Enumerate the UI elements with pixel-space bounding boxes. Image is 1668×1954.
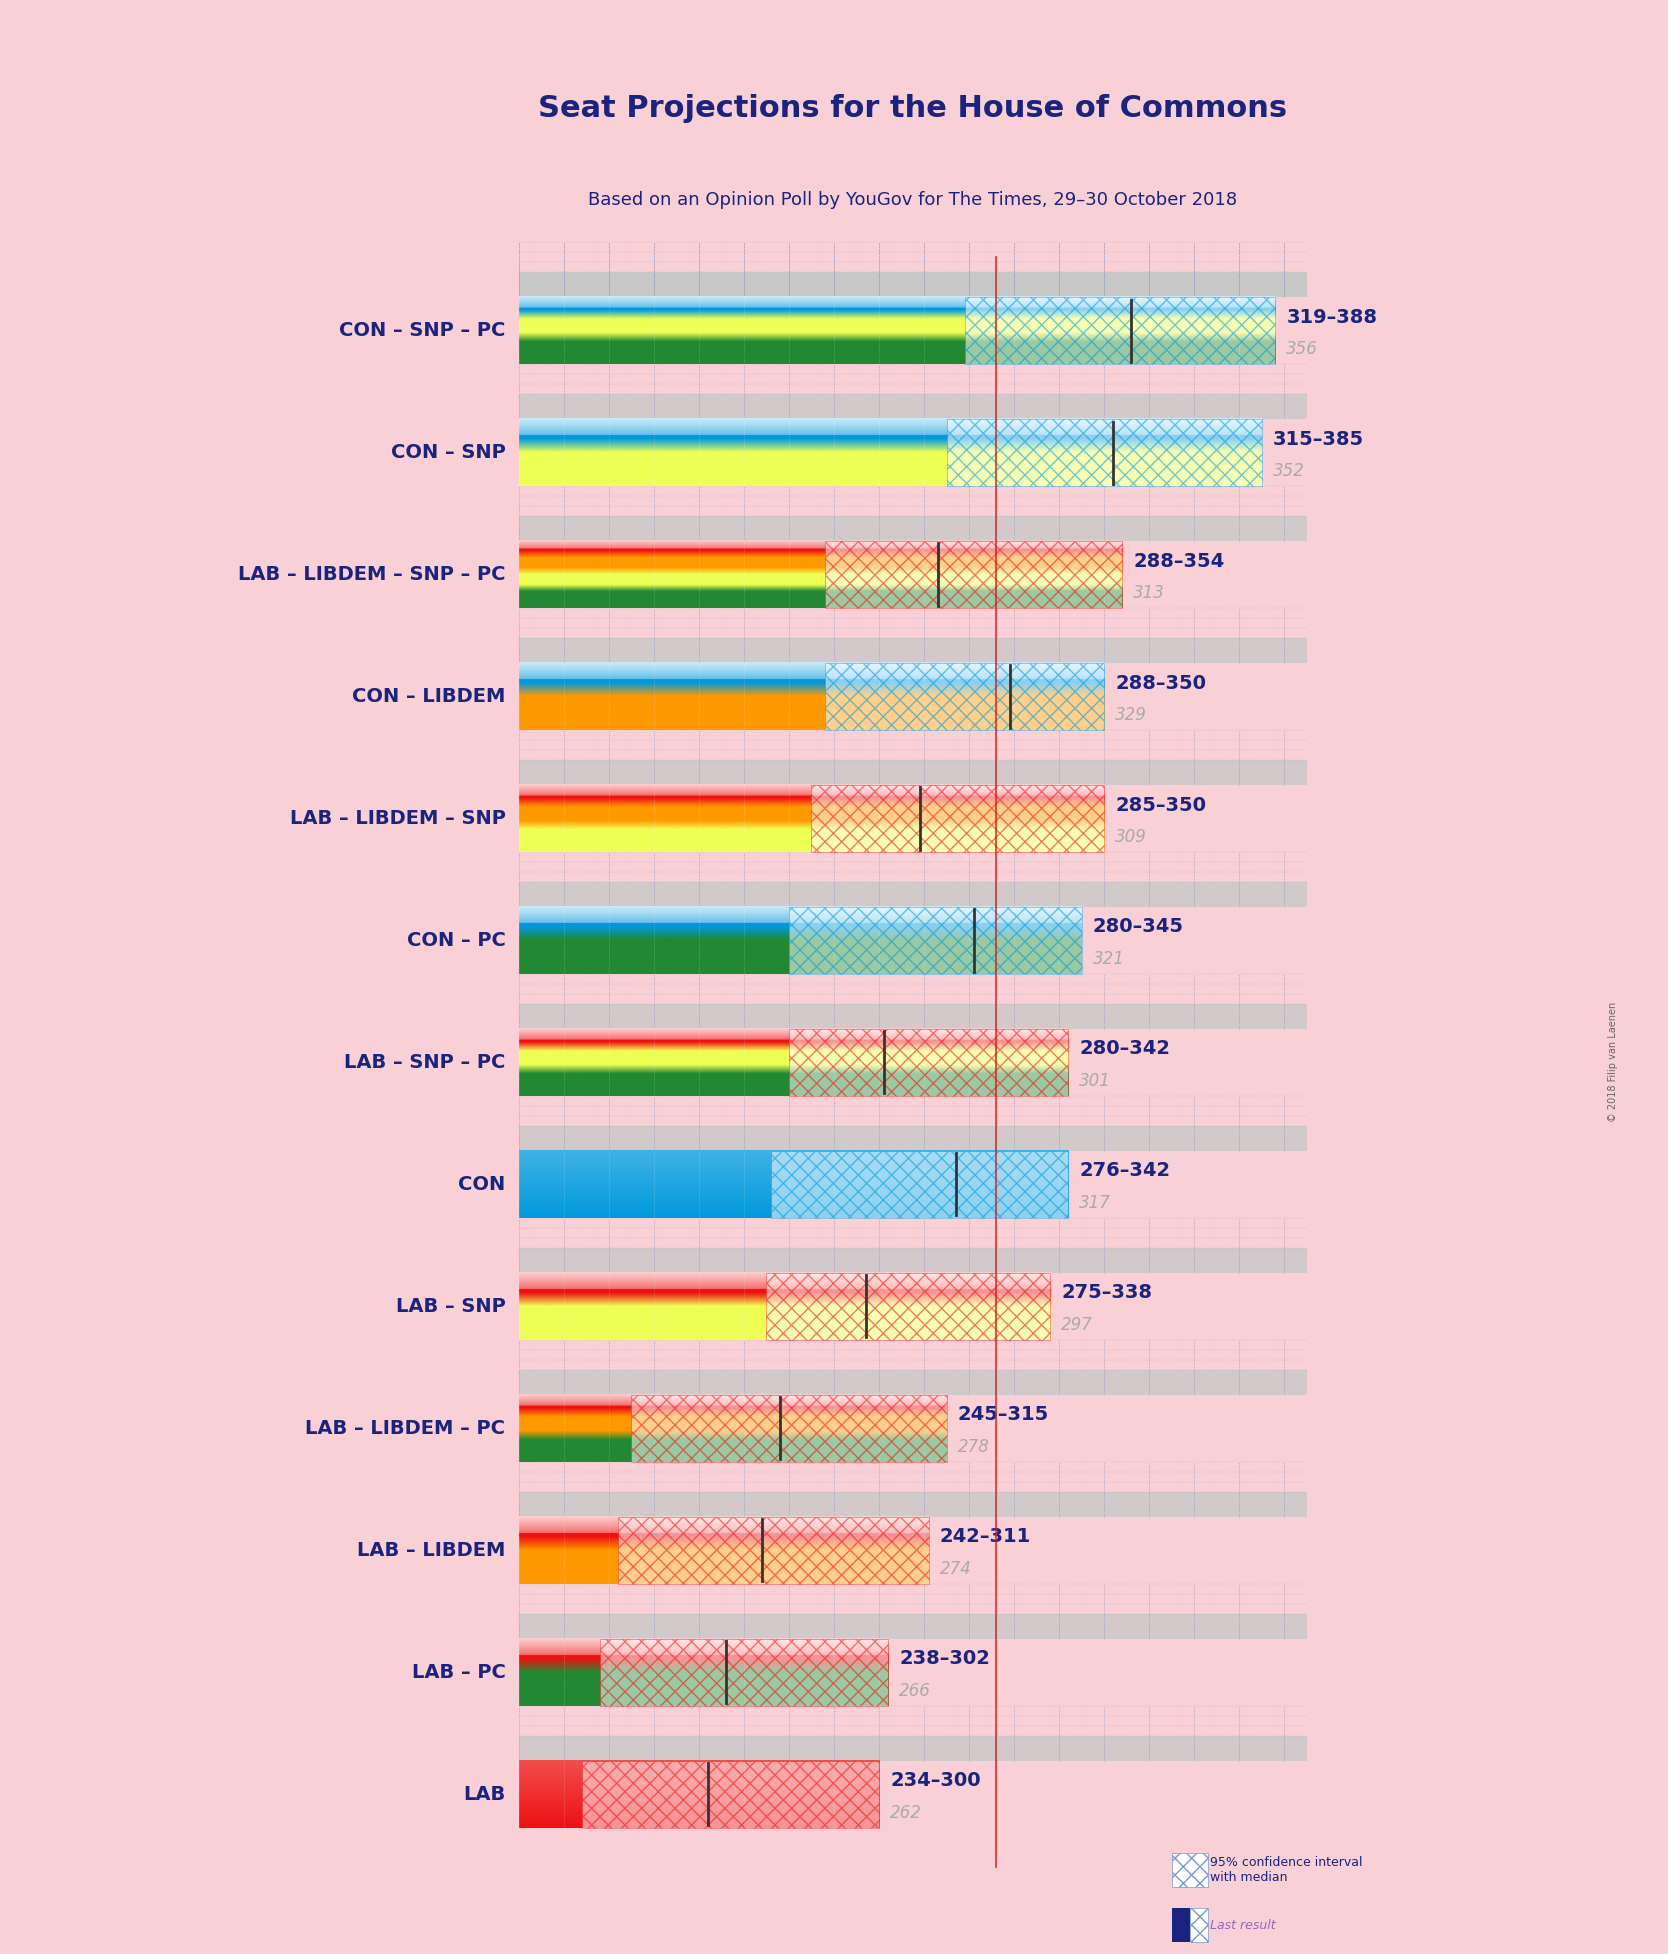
Text: 266: 266 (899, 1682, 931, 1700)
Text: CON – SNP: CON – SNP (390, 444, 505, 461)
Text: LAB – PC: LAB – PC (412, 1663, 505, 1682)
Text: 309: 309 (1116, 828, 1148, 846)
Text: 280–342: 280–342 (1079, 1040, 1171, 1059)
Text: LAB – LIBDEM – SNP – PC: LAB – LIBDEM – SNP – PC (239, 565, 505, 584)
Bar (1189, 1909, 1208, 1942)
Text: 352: 352 (1273, 463, 1304, 481)
Bar (826, 541, 1123, 608)
Text: CON – PC: CON – PC (407, 930, 505, 950)
Text: 238–302: 238–302 (899, 1649, 991, 1669)
Bar (519, 516, 1306, 541)
Bar (632, 1395, 946, 1462)
Text: 329: 329 (1116, 705, 1148, 725)
Text: LAB: LAB (464, 1784, 505, 1804)
Bar (519, 881, 1306, 907)
Bar (1171, 1909, 1189, 1942)
Bar (519, 760, 1306, 786)
Bar (519, 1735, 1306, 1761)
Text: LAB – LIBDEM – SNP: LAB – LIBDEM – SNP (290, 809, 505, 828)
Bar (771, 1151, 1068, 1217)
Bar (582, 1761, 879, 1827)
Text: 313: 313 (1133, 584, 1166, 602)
Text: LAB – LIBDEM – PC: LAB – LIBDEM – PC (305, 1419, 505, 1438)
Text: 301: 301 (1079, 1073, 1111, 1090)
Bar (1171, 1852, 1208, 1888)
Text: 356: 356 (1286, 340, 1318, 358)
Bar (519, 1370, 1306, 1395)
Text: © 2018 Filip van Laenen: © 2018 Filip van Laenen (1608, 1002, 1618, 1122)
Bar (519, 639, 1306, 662)
Text: 276–342: 276–342 (1079, 1161, 1171, 1180)
Bar (767, 1272, 1051, 1340)
Text: Seat Projections for the House of Commons: Seat Projections for the House of Common… (539, 94, 1288, 123)
Text: 288–350: 288–350 (1116, 674, 1206, 692)
Text: 280–345: 280–345 (1093, 918, 1184, 936)
Bar (519, 272, 1306, 297)
Bar (519, 272, 1306, 297)
Bar (789, 1030, 1068, 1096)
Text: 245–315: 245–315 (957, 1405, 1049, 1424)
Bar (826, 662, 1104, 731)
Bar (812, 786, 1104, 852)
Bar (946, 418, 1261, 487)
Text: 275–338: 275–338 (1061, 1284, 1153, 1303)
Bar (519, 1493, 1306, 1516)
Text: Based on an Opinion Poll by YouGov for The Times, 29–30 October 2018: Based on an Opinion Poll by YouGov for T… (589, 191, 1238, 209)
Bar (519, 1249, 1306, 1272)
Text: 317: 317 (1079, 1194, 1111, 1211)
Text: CON – LIBDEM: CON – LIBDEM (352, 688, 505, 705)
Bar (964, 297, 1274, 363)
Text: CON – SNP – PC: CON – SNP – PC (339, 320, 505, 340)
Text: 288–354: 288–354 (1133, 551, 1224, 571)
Bar (519, 1614, 1306, 1639)
Text: LAB – SNP – PC: LAB – SNP – PC (344, 1053, 505, 1073)
Text: 297: 297 (1061, 1317, 1093, 1335)
Text: 315–385: 315–385 (1273, 430, 1364, 449)
Text: 95% confidence interval
with median: 95% confidence interval with median (1209, 1856, 1363, 1884)
Text: 285–350: 285–350 (1116, 795, 1206, 815)
Text: 262: 262 (891, 1804, 922, 1821)
Text: 242–311: 242–311 (939, 1528, 1031, 1546)
Text: 321: 321 (1093, 950, 1124, 967)
Text: CON: CON (459, 1174, 505, 1194)
Text: 234–300: 234–300 (891, 1770, 981, 1790)
Bar (519, 1126, 1306, 1151)
Bar (519, 1004, 1306, 1030)
Text: 319–388: 319–388 (1286, 307, 1378, 326)
Text: LAB – LIBDEM: LAB – LIBDEM (357, 1540, 505, 1559)
Bar (789, 907, 1081, 973)
Text: Last result: Last result (1209, 1919, 1276, 1933)
Bar (600, 1639, 887, 1706)
Text: 274: 274 (939, 1559, 972, 1579)
Text: 278: 278 (957, 1438, 989, 1456)
Bar (617, 1516, 929, 1583)
Bar (519, 395, 1306, 418)
Text: LAB – SNP: LAB – SNP (395, 1297, 505, 1315)
